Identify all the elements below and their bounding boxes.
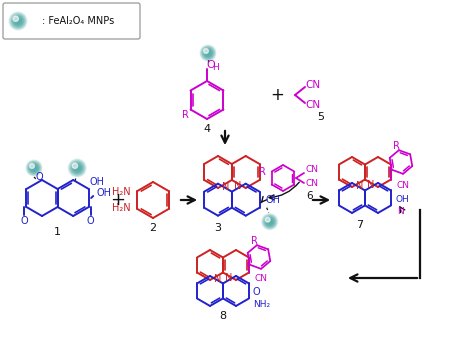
Circle shape xyxy=(76,167,78,169)
Circle shape xyxy=(68,159,86,177)
Text: CN: CN xyxy=(306,166,319,174)
Text: 5: 5 xyxy=(318,112,325,122)
Circle shape xyxy=(200,45,216,61)
Text: 3: 3 xyxy=(215,223,221,233)
Circle shape xyxy=(204,49,209,53)
Text: OH: OH xyxy=(266,195,281,205)
Text: N: N xyxy=(397,207,404,217)
Circle shape xyxy=(205,50,211,56)
Circle shape xyxy=(14,17,22,25)
Circle shape xyxy=(29,164,38,173)
Text: O: O xyxy=(35,172,43,182)
Text: O: O xyxy=(87,216,95,226)
Text: OH: OH xyxy=(96,188,111,198)
Circle shape xyxy=(33,167,35,169)
Text: R: R xyxy=(259,167,266,177)
Circle shape xyxy=(27,162,40,174)
Circle shape xyxy=(28,163,39,173)
Circle shape xyxy=(202,48,213,58)
Text: CN: CN xyxy=(305,80,320,90)
Text: O: O xyxy=(253,287,261,297)
Circle shape xyxy=(32,166,36,170)
Text: 2: 2 xyxy=(149,223,156,233)
Text: OH: OH xyxy=(396,195,410,204)
Text: 7: 7 xyxy=(356,220,363,230)
Text: N: N xyxy=(225,273,232,283)
Text: +: + xyxy=(270,86,284,104)
Circle shape xyxy=(15,18,21,24)
Circle shape xyxy=(204,49,212,57)
Circle shape xyxy=(267,219,273,224)
Circle shape xyxy=(12,15,24,27)
Circle shape xyxy=(269,221,270,222)
Text: R: R xyxy=(392,141,400,151)
Circle shape xyxy=(207,52,209,54)
Circle shape xyxy=(29,164,35,168)
Circle shape xyxy=(17,20,19,22)
Text: H₂N: H₂N xyxy=(112,187,131,197)
Circle shape xyxy=(13,16,23,26)
Text: N: N xyxy=(367,180,374,190)
Text: O: O xyxy=(207,60,215,70)
FancyBboxPatch shape xyxy=(3,3,140,39)
Circle shape xyxy=(73,164,82,172)
Circle shape xyxy=(26,160,42,176)
Text: CN: CN xyxy=(305,100,320,110)
Circle shape xyxy=(266,218,273,225)
Circle shape xyxy=(9,12,27,30)
Text: NH₂: NH₂ xyxy=(253,301,270,309)
Circle shape xyxy=(265,217,274,226)
Text: N: N xyxy=(214,274,221,284)
Circle shape xyxy=(265,217,270,222)
Circle shape xyxy=(72,163,78,168)
Circle shape xyxy=(72,163,82,173)
Circle shape xyxy=(31,165,37,171)
Text: 8: 8 xyxy=(219,311,227,321)
Text: N: N xyxy=(222,182,230,192)
Circle shape xyxy=(264,216,275,227)
Circle shape xyxy=(71,162,83,174)
Circle shape xyxy=(264,216,276,228)
Text: H₂N: H₂N xyxy=(112,203,131,213)
Circle shape xyxy=(11,14,25,28)
Circle shape xyxy=(74,165,81,171)
Text: H: H xyxy=(213,64,219,72)
Text: CN: CN xyxy=(306,180,319,188)
Text: : FeAl₂O₄ MNPs: : FeAl₂O₄ MNPs xyxy=(42,16,114,26)
Text: 6: 6 xyxy=(307,191,313,201)
Circle shape xyxy=(203,48,212,57)
Text: CN: CN xyxy=(397,182,410,190)
Circle shape xyxy=(268,220,272,224)
Text: +: + xyxy=(110,191,126,209)
Circle shape xyxy=(30,164,38,172)
Text: R: R xyxy=(251,236,257,246)
Circle shape xyxy=(206,51,210,55)
Text: R: R xyxy=(182,110,189,120)
Text: N: N xyxy=(234,181,241,191)
Circle shape xyxy=(70,161,84,175)
Circle shape xyxy=(262,214,278,230)
Circle shape xyxy=(263,215,277,229)
Text: N: N xyxy=(356,181,363,191)
Text: O: O xyxy=(20,216,28,226)
Circle shape xyxy=(201,46,215,60)
Circle shape xyxy=(202,47,214,59)
Text: OH: OH xyxy=(89,177,104,187)
Circle shape xyxy=(27,161,41,175)
Circle shape xyxy=(16,19,20,23)
Circle shape xyxy=(10,13,26,29)
Circle shape xyxy=(69,160,85,176)
Text: 4: 4 xyxy=(203,124,210,134)
Circle shape xyxy=(269,221,271,223)
Text: CN: CN xyxy=(255,274,268,284)
Circle shape xyxy=(13,16,18,21)
Text: 1: 1 xyxy=(54,227,61,237)
Circle shape xyxy=(75,166,80,170)
